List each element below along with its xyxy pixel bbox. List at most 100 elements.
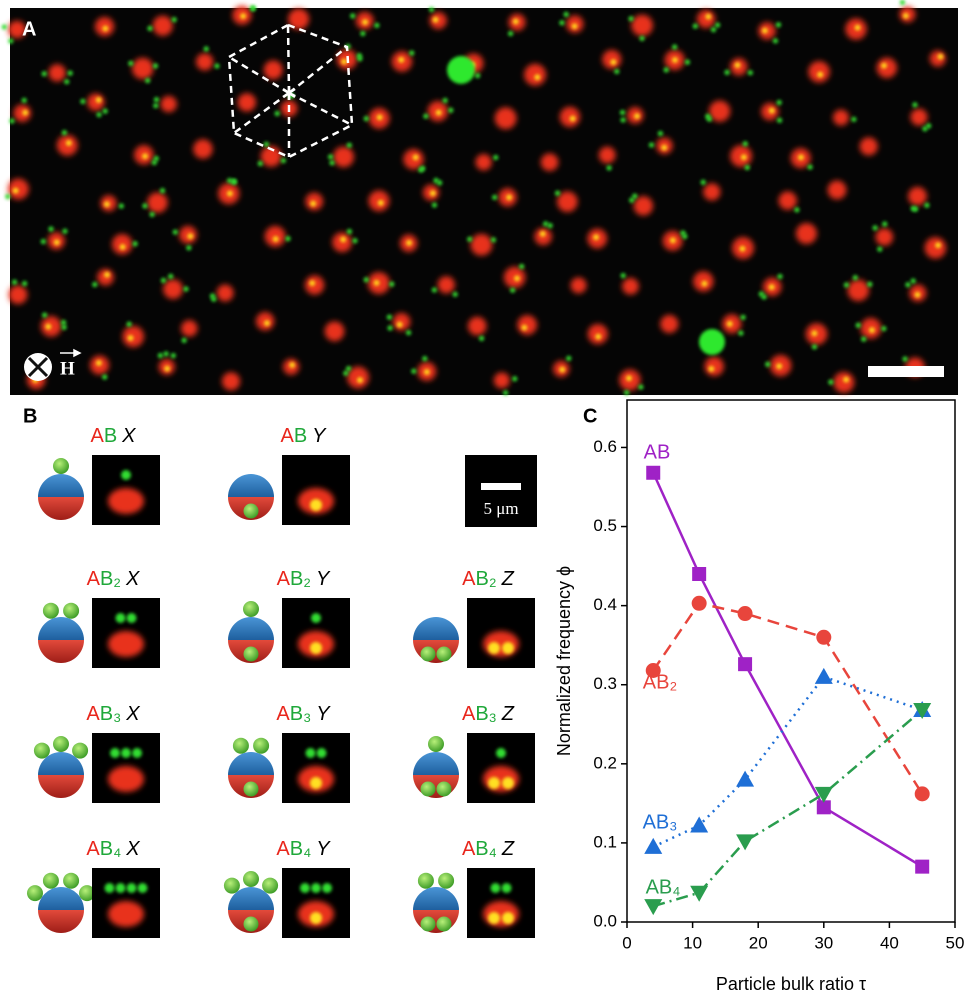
satellite (41, 239, 46, 244)
satellite (844, 282, 849, 287)
particle (305, 275, 324, 294)
satellite (250, 5, 255, 10)
satellite (350, 13, 355, 18)
scale-bar (481, 483, 521, 490)
particle (705, 357, 724, 376)
particle-core (769, 108, 775, 114)
satellite (620, 110, 625, 115)
x-tick-label: 50 (946, 933, 965, 952)
satellite (443, 98, 448, 103)
satellite (926, 123, 931, 128)
satellite (559, 20, 564, 25)
label-a: A (86, 838, 100, 860)
particle (833, 110, 849, 126)
satellite (92, 282, 97, 287)
satellite (512, 376, 517, 381)
cell-label: AB₂Y (277, 568, 331, 590)
satellite (911, 206, 916, 211)
schematic-ball (437, 917, 452, 932)
image-red (108, 631, 144, 657)
satellite (628, 16, 633, 21)
image-green (132, 748, 142, 758)
satellite (364, 116, 369, 121)
particle-core (914, 292, 920, 298)
marker (692, 567, 706, 581)
satellite (543, 221, 548, 226)
satellite (387, 325, 392, 330)
particle-core (142, 153, 148, 159)
particle-core (937, 54, 943, 60)
image-red (483, 901, 519, 927)
particle-core (187, 233, 193, 239)
label-view: Y (316, 703, 331, 725)
satellite (492, 195, 497, 200)
particle-core (22, 110, 28, 116)
figure: A H B 5 μm ABXABYAB₂XAB₂YAB₂ZAB₃XAB₃YAB₃… (0, 0, 967, 998)
image-yellow (502, 642, 514, 654)
satellite (881, 326, 886, 331)
image-green (496, 748, 506, 758)
particle (877, 58, 897, 78)
satellite (264, 142, 269, 147)
image-green (116, 883, 126, 893)
label-view: X (125, 838, 140, 860)
particle-core (66, 140, 72, 146)
series-label: AB₂ (643, 671, 677, 693)
image-green (127, 613, 137, 623)
satellite (153, 103, 158, 108)
satellite (154, 156, 159, 161)
schematic-ball (72, 743, 88, 759)
satellite (776, 22, 781, 27)
particle (796, 223, 817, 244)
satellite (154, 97, 159, 102)
satellite (153, 63, 158, 68)
panel-c: C 010203040500.00.10.20.30.40.50.6Partic… (554, 400, 965, 994)
image-green (502, 883, 512, 893)
particle (438, 276, 455, 293)
particle-core (273, 236, 279, 242)
label-a: A (462, 568, 476, 590)
satellite (664, 67, 669, 72)
satellite (119, 203, 124, 208)
image-green (311, 613, 321, 623)
x-tick-label: 10 (683, 933, 702, 952)
satellite (347, 143, 352, 148)
marker (738, 657, 752, 671)
particle (925, 237, 946, 258)
label-view: Z (501, 568, 515, 590)
particle-core (341, 59, 347, 65)
satellite (902, 356, 907, 361)
particle-core (741, 154, 747, 160)
particle (908, 187, 927, 206)
satellite (765, 362, 770, 367)
particle-core (672, 57, 678, 63)
label-view: Y (316, 838, 331, 860)
schematic-ball (63, 873, 79, 889)
satellite (711, 27, 716, 32)
satellite (183, 286, 188, 291)
satellite (773, 38, 778, 43)
satellite (777, 118, 782, 123)
particle-core (289, 362, 295, 368)
satellite (258, 161, 263, 166)
particle (709, 101, 730, 122)
satellite (364, 277, 369, 282)
satellite (510, 288, 515, 293)
label-a: A (86, 703, 100, 725)
schematic-ball (421, 647, 436, 662)
satellite (346, 366, 351, 371)
particle-core (762, 28, 768, 34)
satellite (911, 278, 916, 283)
schematic-ball (421, 782, 436, 797)
satellite (142, 203, 147, 208)
satellite (329, 160, 334, 165)
particle-core (534, 74, 540, 80)
particle-core (357, 377, 363, 383)
satellite (102, 374, 107, 379)
image-yellow (310, 642, 322, 654)
particle-core (164, 366, 170, 372)
particle-core (104, 201, 110, 207)
particle (697, 10, 715, 28)
satellite (328, 154, 333, 159)
satellite (173, 229, 178, 234)
